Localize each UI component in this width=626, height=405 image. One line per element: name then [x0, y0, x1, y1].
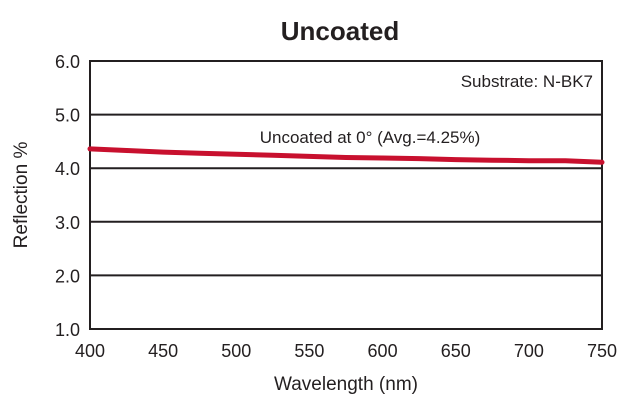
- y-tick-label: 6.0: [55, 52, 80, 72]
- series-line-uncoated: [87, 146, 605, 165]
- y-tick-label: 5.0: [55, 106, 80, 126]
- y-tick-label: 3.0: [55, 213, 80, 233]
- x-axis-label: Wavelength (nm): [274, 374, 418, 395]
- series-annotation: Uncoated at 0° (Avg.=4.25%): [260, 128, 481, 147]
- x-axis-ticks: 400 450 500 550 600 650 700 750: [75, 341, 617, 361]
- gridlines: [90, 113, 602, 277]
- y-tick-label: 2.0: [55, 266, 80, 286]
- plot-frame: [89, 60, 603, 330]
- x-tick-label: 650: [441, 341, 471, 361]
- y-tick-label: 4.0: [55, 159, 80, 179]
- substrate-annotation: Substrate: N-BK7: [461, 72, 593, 91]
- x-tick-label: 450: [148, 341, 178, 361]
- chart-title: Uncoated: [281, 16, 399, 46]
- x-tick-label: 400: [75, 341, 105, 361]
- x-tick-label: 600: [368, 341, 398, 361]
- y-axis-label: Reflection %: [11, 142, 32, 249]
- y-tick-label: 1.0: [55, 320, 80, 340]
- x-tick-label: 700: [514, 341, 544, 361]
- x-tick-label: 750: [587, 341, 617, 361]
- x-tick-label: 550: [294, 341, 324, 361]
- y-axis-ticks: 1.0 2.0 3.0 4.0 5.0 6.0: [55, 52, 80, 340]
- x-tick-label: 500: [221, 341, 251, 361]
